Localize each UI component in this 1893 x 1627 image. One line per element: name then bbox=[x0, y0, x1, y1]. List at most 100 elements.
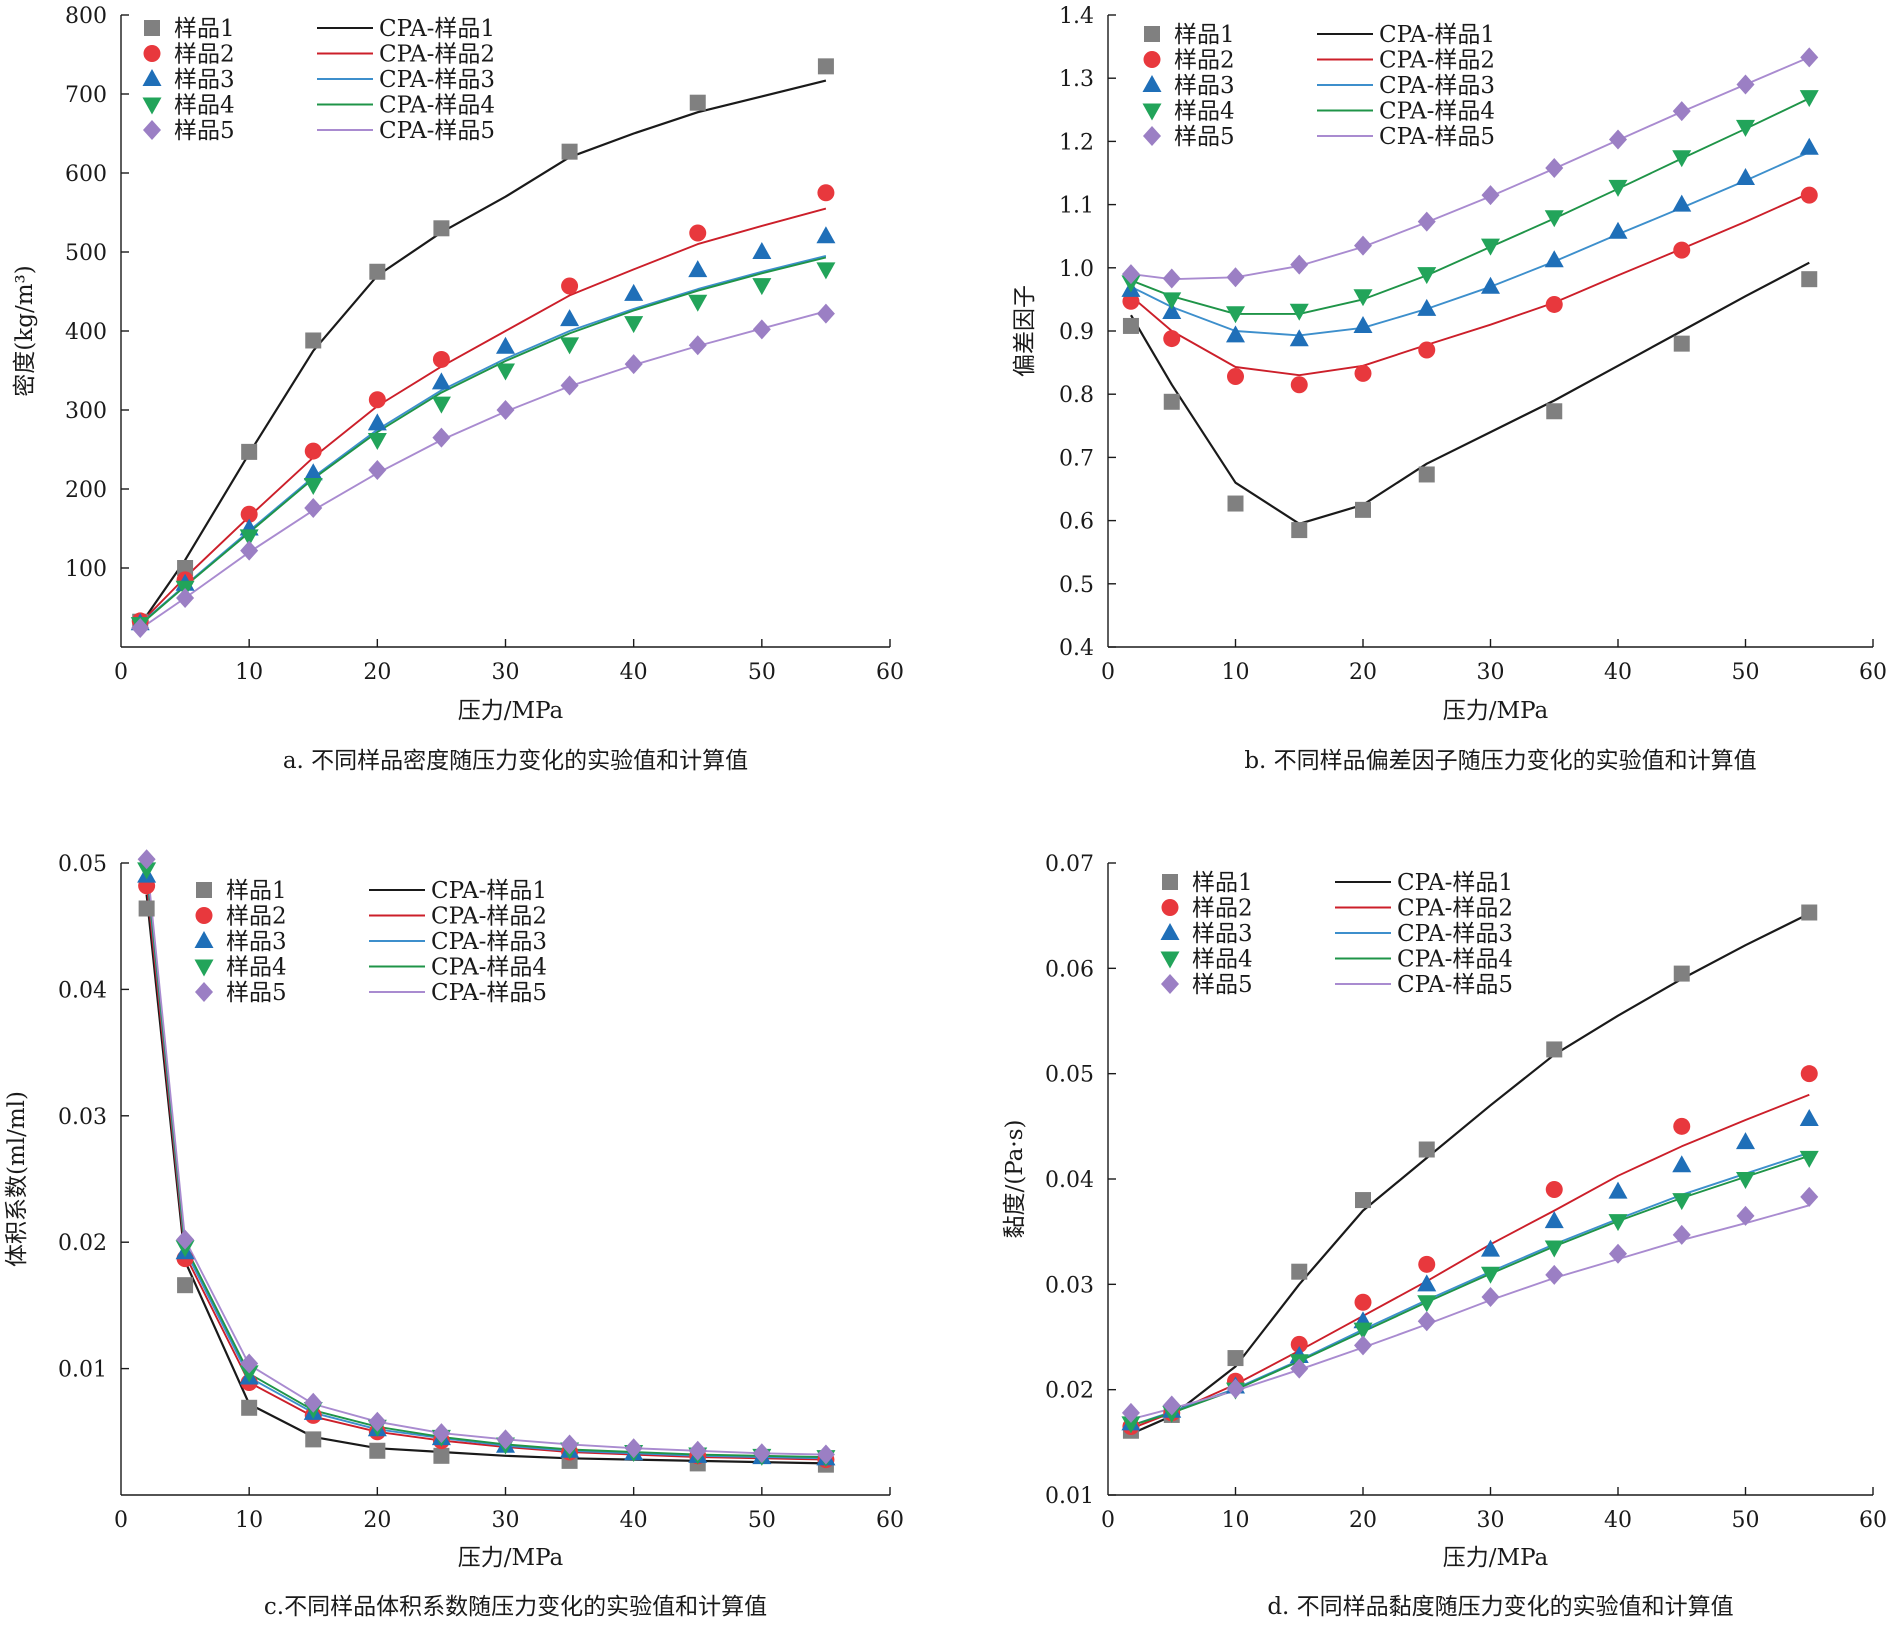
series-1 bbox=[1122, 271, 1818, 539]
data-point bbox=[560, 1434, 579, 1455]
y-tick-label: 0.07 bbox=[1045, 852, 1094, 877]
data-point bbox=[1672, 150, 1692, 168]
data-point bbox=[624, 1438, 643, 1459]
data-point bbox=[1481, 1239, 1500, 1257]
data-point bbox=[367, 433, 387, 451]
data-point bbox=[305, 332, 322, 349]
curve-1 bbox=[145, 894, 826, 1465]
x-tick-label: 20 bbox=[1349, 1508, 1377, 1533]
legend-label: CPA-样品2 bbox=[1397, 896, 1513, 922]
data-point bbox=[1290, 376, 1308, 394]
data-point bbox=[1544, 250, 1564, 268]
curve-2 bbox=[1130, 192, 1810, 377]
data-point bbox=[1608, 1181, 1628, 1199]
data-point bbox=[177, 560, 194, 576]
x-tick-label: 30 bbox=[492, 660, 520, 685]
legend-marker bbox=[1161, 899, 1179, 916]
legend-label: CPA-样品1 bbox=[379, 16, 495, 42]
legend-marker bbox=[1142, 75, 1162, 92]
x-tick-label: 30 bbox=[1477, 1508, 1505, 1533]
data-point bbox=[368, 1411, 387, 1432]
data-point bbox=[1545, 1181, 1563, 1199]
data-point bbox=[1354, 364, 1372, 382]
legend-label: 样品1 bbox=[174, 16, 235, 42]
data-point bbox=[304, 1392, 323, 1413]
data-point bbox=[1800, 47, 1819, 68]
legend: 样品1样品2样品3样品4样品5CPA-样品1CPA-样品2CPA-样品3CPA-… bbox=[1160, 870, 1513, 998]
data-point bbox=[131, 618, 150, 639]
data-point bbox=[1673, 241, 1691, 259]
legend-label: 样品4 bbox=[1192, 947, 1253, 973]
x-tick-label: 0 bbox=[1101, 1508, 1115, 1533]
legend-marker bbox=[196, 882, 212, 898]
y-tick-label: 0.02 bbox=[1045, 1379, 1094, 1404]
data-point bbox=[1736, 1205, 1755, 1226]
legend-marker bbox=[144, 20, 160, 36]
legend-label: CPA-样品3 bbox=[1397, 921, 1513, 947]
data-point bbox=[1122, 317, 1139, 334]
data-point bbox=[1800, 1186, 1819, 1207]
data-point bbox=[1289, 303, 1309, 321]
data-point bbox=[1546, 1041, 1563, 1058]
data-point bbox=[1672, 194, 1692, 212]
data-point bbox=[1736, 168, 1755, 186]
data-point bbox=[1799, 137, 1819, 155]
legend-label: CPA-样品5 bbox=[1397, 972, 1513, 998]
legend-label: 样品2 bbox=[1192, 896, 1253, 922]
x-tick-label: 40 bbox=[1604, 660, 1632, 685]
legend-label: 样品2 bbox=[1174, 48, 1235, 74]
x-tick-label: 0 bbox=[114, 660, 128, 685]
data-point bbox=[1417, 298, 1437, 316]
data-point bbox=[304, 442, 322, 460]
legend-label: CPA-样品2 bbox=[379, 42, 495, 68]
data-point bbox=[816, 303, 835, 324]
data-point bbox=[817, 58, 834, 75]
legend-label: CPA-样品1 bbox=[1379, 22, 1495, 48]
y-tick-label: 1.1 bbox=[1059, 194, 1094, 219]
x-tick-label: 10 bbox=[1222, 1508, 1250, 1533]
data-point bbox=[176, 1229, 195, 1250]
curve-1 bbox=[139, 79, 827, 626]
data-point bbox=[1799, 1150, 1819, 1168]
data-point bbox=[496, 336, 515, 354]
data-point bbox=[1418, 1141, 1435, 1158]
x-tick-label: 50 bbox=[1732, 1508, 1760, 1533]
legend-label: 样品4 bbox=[174, 93, 235, 119]
data-point bbox=[1121, 264, 1140, 285]
legend-label: 样品5 bbox=[226, 980, 287, 1006]
panel-caption: c.不同样品体积系数随压力变化的实验值和计算值 bbox=[264, 1594, 767, 1620]
curve-3 bbox=[1130, 1151, 1810, 1427]
legend-marker bbox=[1161, 974, 1179, 994]
data-point bbox=[241, 443, 258, 460]
data-point bbox=[1672, 101, 1691, 122]
legend-label: 样品3 bbox=[174, 67, 235, 93]
data-point bbox=[1163, 393, 1180, 410]
x-tick-label: 40 bbox=[1604, 1508, 1632, 1533]
data-point bbox=[1291, 1263, 1308, 1280]
data-point bbox=[1736, 74, 1755, 95]
series-3 bbox=[1121, 137, 1819, 347]
legend-marker bbox=[1160, 951, 1180, 969]
legend: 样品1样品2样品3样品4样品5CPA-样品1CPA-样品2CPA-样品3CPA-… bbox=[1142, 22, 1495, 150]
data-point bbox=[240, 540, 259, 561]
data-point bbox=[1355, 1192, 1371, 1209]
data-point bbox=[752, 242, 772, 259]
x-axis-title: 压力/MPa bbox=[1443, 1545, 1549, 1571]
data-point bbox=[1481, 1286, 1500, 1307]
legend-marker bbox=[142, 97, 162, 115]
y-tick-label: 1.2 bbox=[1059, 130, 1094, 155]
data-point bbox=[817, 184, 835, 202]
data-point bbox=[1799, 90, 1819, 108]
data-point bbox=[1544, 210, 1564, 228]
y-axis-title: 黏度/(Pa·s) bbox=[1002, 1120, 1028, 1239]
series-2 bbox=[131, 184, 835, 630]
curve-1 bbox=[1130, 261, 1810, 525]
curve-3 bbox=[139, 254, 827, 625]
legend-label: 样品5 bbox=[1174, 124, 1235, 150]
x-tick-label: 30 bbox=[1477, 660, 1505, 685]
data-point bbox=[1545, 295, 1563, 313]
y-axis-title: 体积系数(ml/ml) bbox=[4, 1091, 30, 1267]
data-point bbox=[560, 375, 579, 396]
data-point bbox=[1162, 1395, 1181, 1416]
